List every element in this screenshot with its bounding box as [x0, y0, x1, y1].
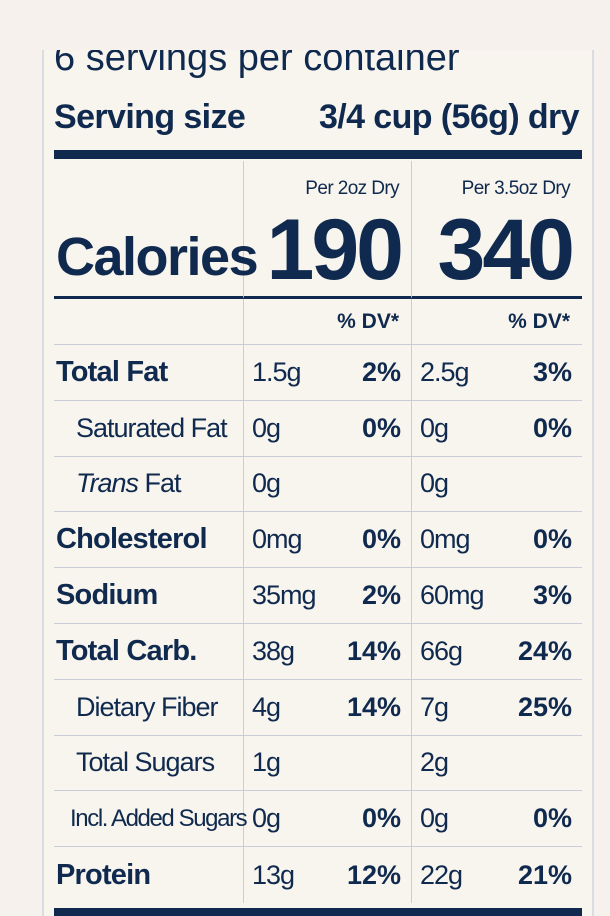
column-header-1: Per 2oz Dry 190: [244, 161, 412, 299]
dv-1: 0%: [361, 412, 401, 443]
dv-label-1: % DV*: [337, 309, 399, 333]
nutrient-col2: 60mg 3%: [412, 568, 582, 624]
dv-2: 21%: [517, 859, 572, 890]
amount-2: 0g: [420, 803, 449, 834]
dv-1: 2%: [361, 580, 401, 611]
amount-1: 4g: [252, 691, 281, 722]
dv-1: 12%: [346, 859, 401, 890]
calories-value-2: 340: [437, 202, 575, 298]
table-row-total-fat: Total Fat: [54, 345, 244, 401]
nutrient-col2: 0g: [412, 457, 582, 513]
table-row-total-sugars: Total Sugars: [54, 735, 244, 792]
nutrient-col2: 2g: [412, 736, 582, 792]
nutrient-col2: 2.5g 3%: [412, 345, 582, 401]
nutrient-col1: 0g: [244, 456, 412, 513]
dv-1: 0%: [361, 524, 401, 555]
nutrient-col2: 0g 0%: [412, 791, 582, 848]
nutrient-col1: 38g 14%: [244, 623, 412, 680]
table-row-dietary-fiber: Dietary Fiber: [54, 679, 244, 736]
calories-value-1: 190: [266, 202, 404, 298]
amount-2: 60mg: [420, 580, 485, 611]
dv-header-blank: [54, 299, 244, 345]
serving-size-value: 3/4 cup (56g) dry: [319, 98, 580, 136]
amount-2: 0g: [420, 412, 449, 443]
column-header-2: Per 3.5oz Dry 340: [412, 161, 582, 299]
nutrient-table: Calories Per 2oz Dry 190 Per 3.5oz Dry 3…: [54, 161, 582, 903]
nutrient-name-rest: Fat: [138, 468, 182, 499]
amount-1: 0g: [252, 803, 281, 834]
nutrient-col2: 0g 0%: [412, 401, 582, 457]
per-label-1: Per 2oz Dry: [305, 178, 399, 199]
thick-divider: [54, 150, 582, 159]
table-row-sodium: Sodium: [54, 568, 244, 624]
nutrient-col1: 35mg 2%: [244, 568, 412, 624]
nutrient-name-italic: Trans: [76, 468, 139, 499]
amount-2: 0mg: [420, 524, 471, 555]
amount-2: 7g: [420, 691, 449, 722]
dv-2: 24%: [517, 635, 572, 666]
nutrient-col1: 4g 14%: [244, 679, 412, 736]
nutrient-col2: 0mg 0%: [412, 512, 582, 569]
nutrient-col1: 1g: [244, 735, 412, 792]
nutrient-col1: 0g 0%: [244, 400, 412, 457]
nutrient-name: Total Fat: [56, 355, 168, 388]
nutrient-name: Saturated Fat: [76, 412, 228, 443]
servings-per-container: 6 servings per container: [54, 50, 460, 79]
dv-2: 0%: [532, 803, 572, 834]
dv-1: 2%: [361, 356, 401, 387]
nutrient-name: Cholesterol: [56, 523, 208, 556]
nutrient-name: Sodium: [56, 579, 158, 612]
table-row-cholesterol: Cholesterol: [54, 512, 244, 569]
nutrient-name: Incl. Added Sugars: [70, 804, 248, 832]
amount-1: 1.5g: [252, 356, 302, 387]
calories-label: Calories: [56, 227, 259, 287]
amount-2: 66g: [420, 635, 463, 666]
nutrient-col1: 0mg 0%: [244, 512, 412, 569]
amount-1: 13g: [252, 859, 295, 890]
dv-1: 0%: [361, 803, 401, 834]
table-row-protein: Protein: [54, 847, 244, 903]
serving-size-label: Serving size: [54, 98, 246, 136]
table-row-added-sugars: Incl. Added Sugars: [54, 791, 248, 848]
nutrient-name: Trans Fat: [54, 468, 182, 499]
dv-2: 0%: [532, 412, 572, 443]
nutrient-col1: 1.5g 2%: [244, 345, 412, 401]
table-row-saturated-fat: Saturated Fat: [54, 400, 244, 457]
nutrient-col1: 0g 0%: [244, 791, 412, 848]
amount-1: 0mg: [252, 524, 303, 555]
amount-2: 2g: [420, 747, 449, 778]
table-row-total-carb: Total Carb.: [54, 623, 244, 680]
table-row-trans-fat: Trans Fat: [54, 456, 244, 513]
dv-2: 3%: [532, 580, 572, 611]
nutrition-facts-label: 6 servings per container Serving size 3/…: [42, 50, 594, 916]
dv-header-2: % DV*: [412, 299, 582, 345]
nutrient-col1: 13g 12%: [244, 847, 412, 903]
bottom-divider: [54, 908, 582, 916]
calories-header: Calories: [54, 161, 259, 299]
amount-2: 22g: [420, 859, 463, 890]
amount-1: 38g: [252, 635, 295, 666]
nutrient-name: Total Carb.: [56, 634, 197, 667]
nutrient-name: Dietary Fiber: [76, 691, 219, 722]
amount-1: 1g: [252, 747, 281, 778]
amount-1: 0g: [252, 412, 281, 443]
nutrient-col2: 22g 21%: [412, 847, 582, 903]
amount-1: 35mg: [252, 580, 317, 611]
serving-size-line: Serving size 3/4 cup (56g) dry: [54, 97, 580, 137]
dv-2: 3%: [532, 356, 572, 387]
nutrient-col2: 66g 24%: [412, 624, 582, 680]
dv-header-1: % DV*: [244, 299, 412, 345]
amount-2: 0g: [420, 468, 449, 499]
amount-2: 2.5g: [420, 356, 470, 387]
dv-1: 14%: [346, 635, 401, 666]
nutrient-name: Protein: [56, 858, 151, 891]
dv-2: 0%: [532, 524, 572, 555]
nutrient-name: Total Sugars: [76, 747, 215, 778]
dv-label-2: % DV*: [508, 309, 570, 333]
amount-1: 0g: [252, 468, 281, 499]
dv-2: 25%: [517, 691, 572, 722]
nutrient-col2: 7g 25%: [412, 680, 582, 736]
dv-1: 14%: [346, 691, 401, 722]
per-label-2: Per 3.5oz Dry: [461, 178, 571, 199]
